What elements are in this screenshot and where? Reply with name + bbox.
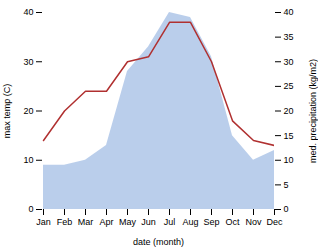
svg-text:35: 35 — [284, 32, 294, 42]
svg-text:Dec: Dec — [266, 217, 283, 227]
svg-text:Feb: Feb — [57, 217, 73, 227]
svg-text:40: 40 — [284, 7, 294, 17]
svg-text:15: 15 — [284, 131, 294, 141]
svg-text:10: 10 — [23, 155, 33, 165]
svg-text:med. precipitation (kg/m2): med. precipitation (kg/m2) — [308, 59, 318, 163]
svg-text:date (month): date (month) — [133, 237, 184, 247]
svg-text:0: 0 — [284, 204, 289, 214]
svg-text:Jun: Jun — [141, 217, 156, 227]
svg-text:25: 25 — [284, 81, 294, 91]
svg-text:20: 20 — [284, 106, 294, 116]
svg-text:max temp (C): max temp (C) — [2, 84, 12, 139]
svg-text:30: 30 — [23, 57, 33, 67]
svg-text:Aug: Aug — [182, 217, 198, 227]
svg-text:40: 40 — [23, 7, 33, 17]
svg-text:Jul: Jul — [164, 217, 176, 227]
svg-text:30: 30 — [284, 57, 294, 67]
svg-text:Sep: Sep — [203, 217, 219, 227]
svg-text:Oct: Oct — [225, 217, 240, 227]
svg-text:5: 5 — [284, 180, 289, 190]
svg-text:10: 10 — [284, 155, 294, 165]
svg-text:Nov: Nov — [245, 217, 262, 227]
svg-text:May: May — [119, 217, 137, 227]
svg-text:Jan: Jan — [36, 217, 51, 227]
svg-text:Mar: Mar — [78, 217, 94, 227]
svg-text:20: 20 — [23, 106, 33, 116]
svg-text:0: 0 — [28, 204, 33, 214]
svg-text:Apr: Apr — [99, 217, 113, 227]
